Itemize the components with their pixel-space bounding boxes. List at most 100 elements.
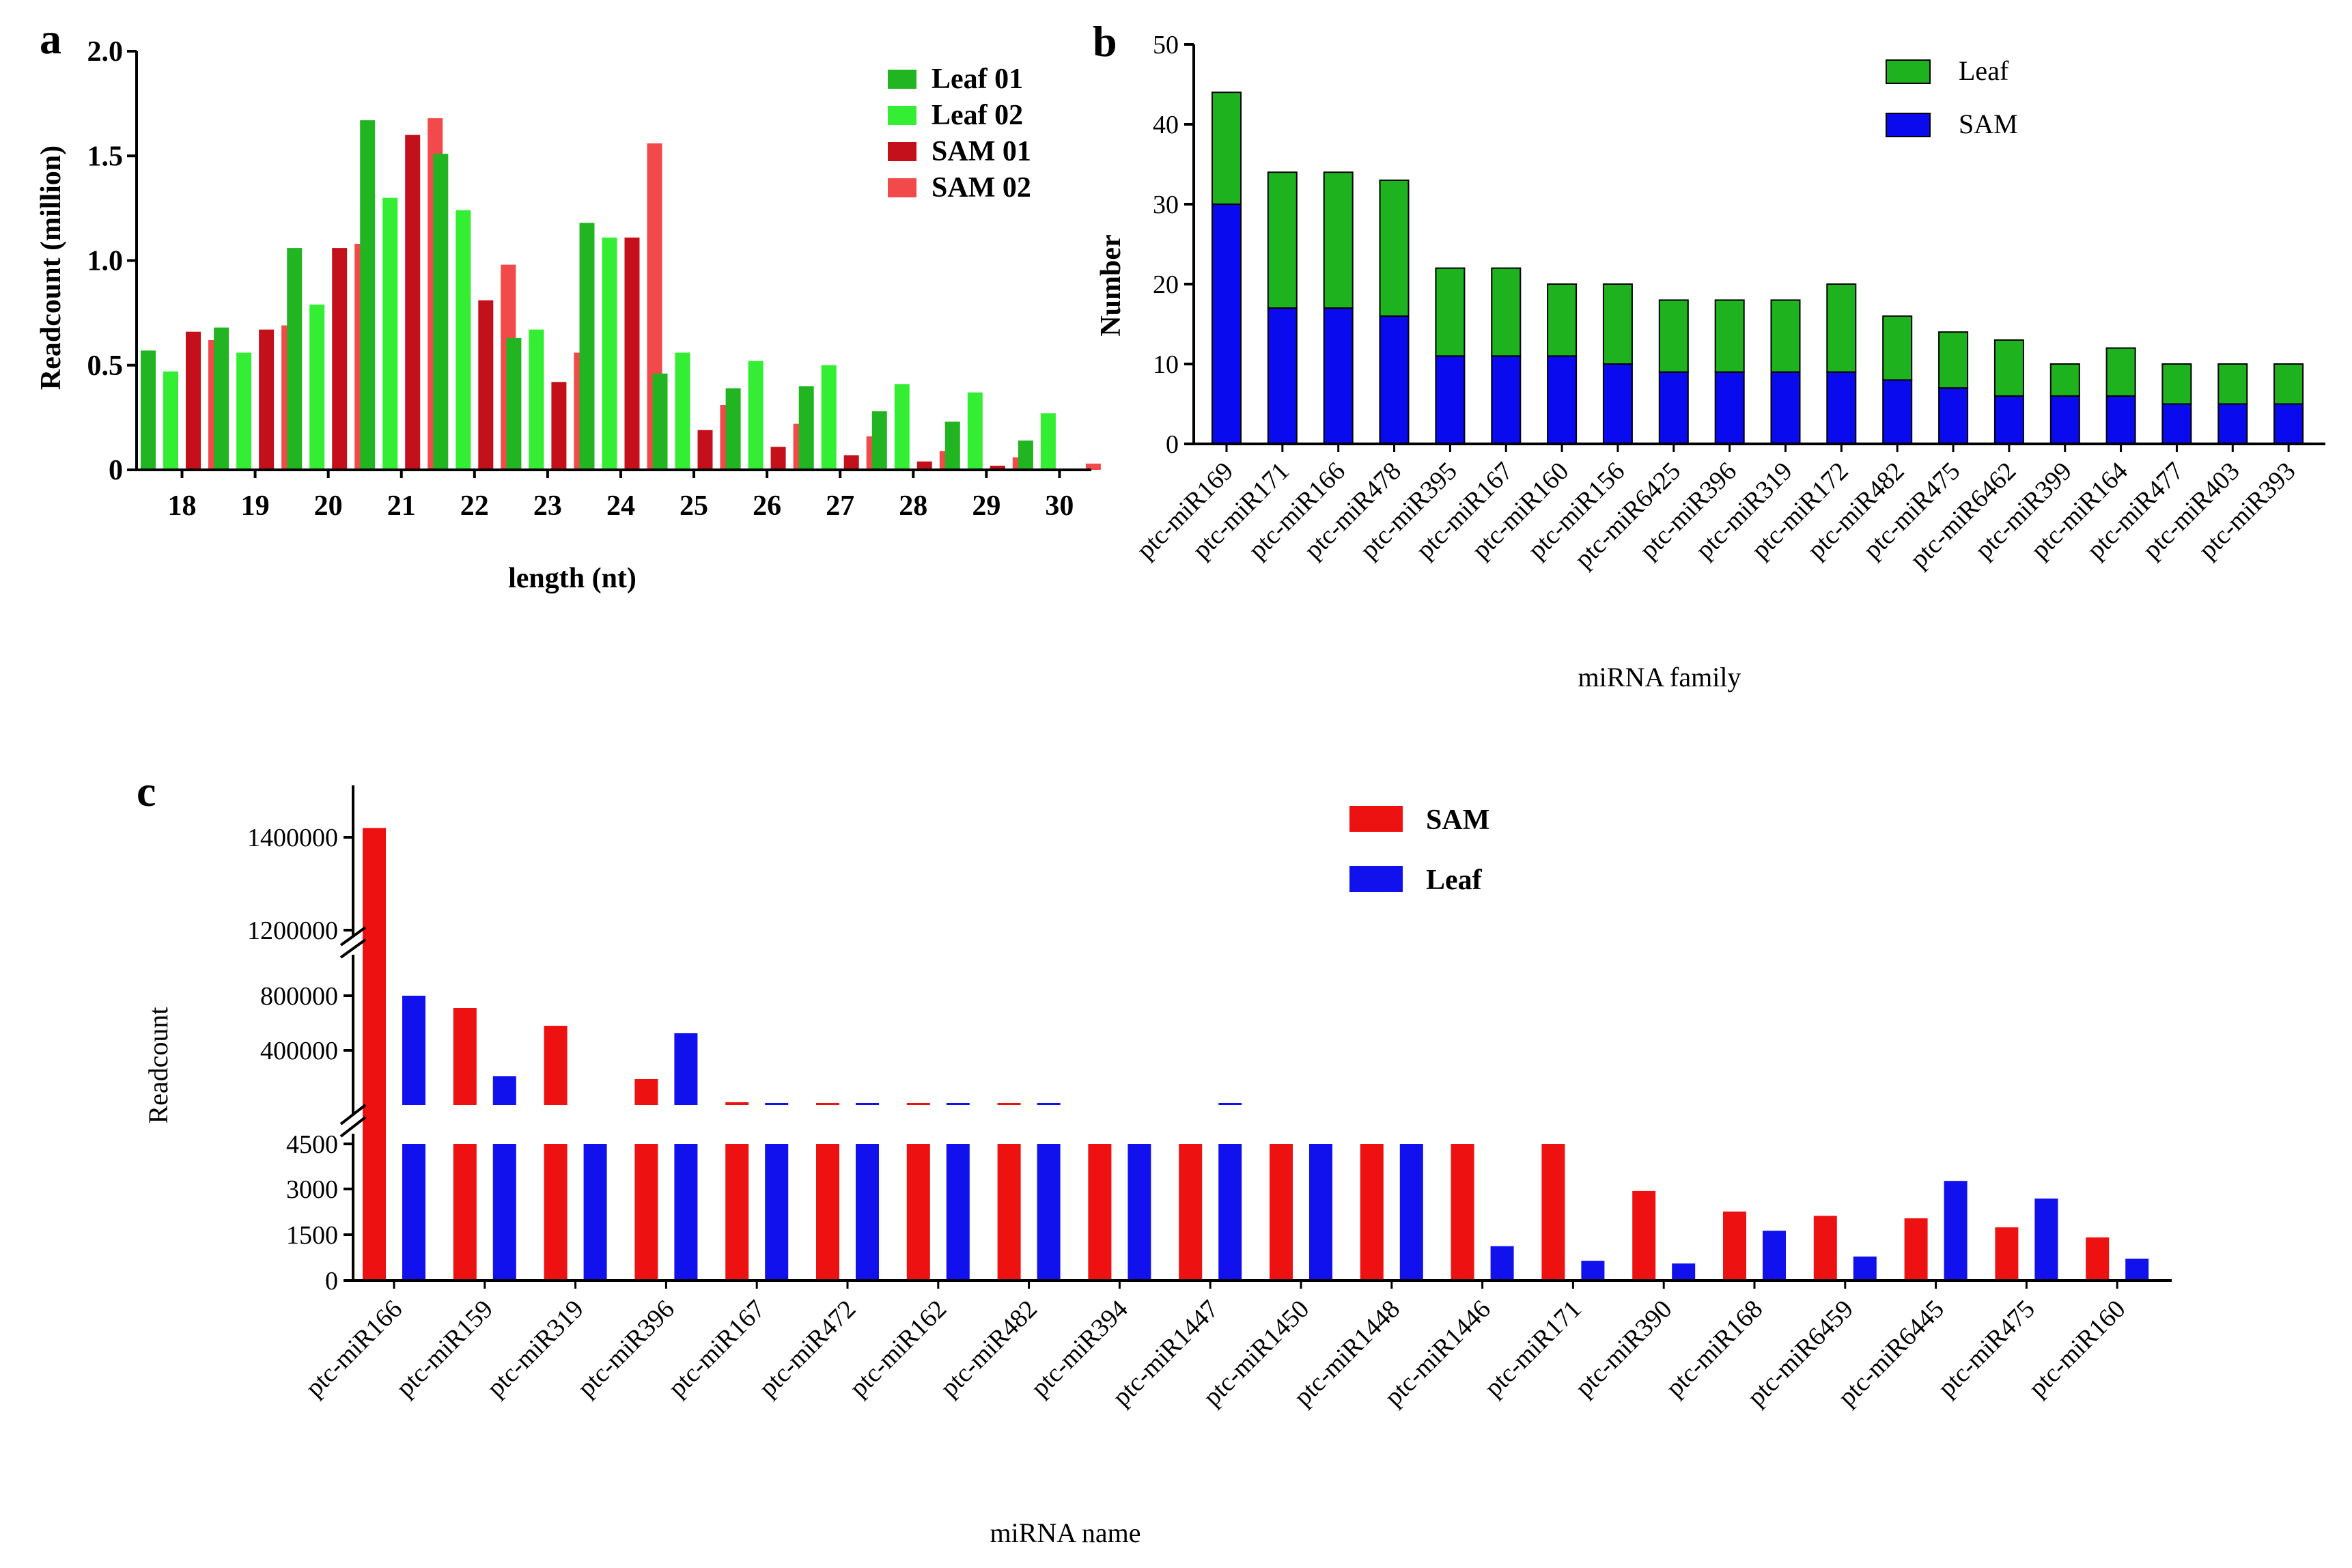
legend-label-a-leaf-01: Leaf 01	[932, 64, 1023, 95]
bar-c-sam-ptc-mir396-upper	[634, 1079, 658, 1105]
bar-a-sam-01-19	[259, 329, 275, 470]
bar-b-sam-ptc-mir164	[2105, 395, 2136, 445]
bar-b-leaf-ptc-mir477	[2161, 363, 2192, 405]
bar-c-leaf-ptc-mir167	[765, 1144, 789, 1280]
bar-a-leaf-01-21	[360, 120, 376, 470]
legend-label-b-sam: SAM	[1959, 109, 2018, 139]
chart-a-legend: Leaf 01 Leaf 02 SAM 01 SAM 02	[888, 64, 1031, 204]
chart-a-xlabel: length (nt)	[508, 563, 636, 594]
bar-b-leaf-ptc-mir396	[1714, 299, 1745, 373]
bar-a-leaf-02-27	[821, 365, 837, 471]
legend-swatch-a-sam-02	[888, 178, 916, 197]
bar-c-leaf-ptc-mir1447	[1218, 1144, 1242, 1280]
bar-c-leaf-ptc-mir159-upper	[492, 1076, 516, 1105]
bar-a-leaf-01-28	[871, 411, 887, 470]
bar-a-sam-01-28	[916, 461, 932, 470]
bar-c-sam-ptc-mir482	[997, 1144, 1021, 1280]
y-tick-label-a-1-5: 1.5	[87, 141, 124, 172]
bar-a-sam-01-26	[770, 447, 786, 470]
x-tick-label-c-ptc-mir160: ptc-miR160	[2023, 1295, 2131, 1403]
bar-c-sam-ptc-mir390	[1632, 1190, 1656, 1280]
bar-b-sam-ptc-mir396	[1714, 371, 1745, 445]
legend-swatch-b-leaf	[1886, 59, 1931, 84]
bar-a-sam-01-21	[405, 135, 421, 470]
legend-label-a-leaf-02: Leaf 02	[932, 100, 1023, 131]
bar-a-leaf-02-24	[602, 237, 617, 470]
bar-a-leaf-01-19	[214, 327, 229, 470]
y-tick-label-b-50: 50	[1153, 31, 1179, 59]
bar-c-sam-ptc-mir160	[2086, 1237, 2110, 1280]
y-tick-label-b-30: 30	[1153, 191, 1179, 219]
bar-c-leaf-ptc-mir6445	[1944, 1181, 1968, 1280]
bar-c-sam-ptc-mir1446	[1451, 1144, 1474, 1280]
chart-a-ylabel: Readcount (million)	[36, 145, 67, 390]
bar-c-sam-ptc-mir162-upper	[906, 1103, 930, 1105]
bar-c-leaf-ptc-mir472-upper	[856, 1103, 879, 1105]
bar-b-leaf-ptc-mir167	[1491, 267, 1522, 357]
bar-c-leaf-ptc-mir162-upper	[946, 1103, 970, 1105]
y-tick-label-b-0: 0	[1166, 430, 1179, 459]
bar-c-leaf-ptc-mir475	[2034, 1199, 2058, 1280]
bar-c-sam-ptc-mir167-upper	[725, 1102, 749, 1105]
bar-a-sam-01-22	[478, 300, 494, 470]
x-tick-label-a-22: 22	[460, 490, 489, 522]
bar-c-leaf-ptc-mir390	[1672, 1263, 1696, 1280]
bar-c-leaf-ptc-mir159	[492, 1144, 516, 1280]
x-tick-label-a-27: 27	[826, 490, 854, 522]
bar-c-sam-ptc-mir482-upper	[997, 1103, 1021, 1105]
bar-c-sam-ptc-mir166-bridge	[363, 930, 386, 996]
bar-b-sam-ptc-mir171	[1267, 307, 1298, 445]
chart-a-bars	[141, 118, 1101, 471]
x-tick-label-a-29: 29	[972, 490, 1000, 522]
chart-b-legend: Leaf SAM	[1886, 55, 2018, 139]
x-tick-label-c-ptc-mir390: ptc-miR390	[1569, 1295, 1677, 1403]
bar-c-sam-ptc-mir159	[453, 1144, 477, 1280]
bar-a-sam-01-27	[843, 455, 859, 470]
bar-b-leaf-ptc-mir403	[2217, 363, 2248, 405]
panel-c-letter: c	[137, 767, 156, 815]
bar-b-leaf-ptc-mir319	[1770, 299, 1801, 373]
bar-a-leaf-01-20	[287, 248, 303, 470]
bar-b-leaf-ptc-mir395	[1435, 267, 1466, 357]
axis-break-mark-c	[339, 938, 367, 959]
panel-a-letter: a	[40, 14, 61, 63]
bar-c-leaf-ptc-mir482	[1037, 1144, 1061, 1280]
bar-b-leaf-ptc-mir399	[2049, 363, 2080, 397]
y-tick-label-c-4500: 4500	[286, 1130, 338, 1159]
bar-c-leaf-ptc-mir1448	[1399, 1144, 1423, 1280]
chart-a: 18 19 20 21 22 23 24 25 26 27 28 29 3000.51.01.52.0 …	[36, 36, 1101, 594]
bar-b-leaf-ptc-mir156	[1602, 283, 1633, 365]
bar-c-leaf-ptc-mir482-upper	[1037, 1103, 1061, 1105]
bar-b-sam-ptc-mir395	[1435, 355, 1466, 445]
bar-c-sam-ptc-mir6459	[1813, 1216, 1837, 1280]
bar-b-leaf-ptc-mir171	[1267, 171, 1298, 309]
bar-a-leaf-01-25	[652, 374, 668, 470]
x-tick-label-a-26: 26	[753, 490, 781, 522]
panel-b-letter: b	[1093, 17, 1117, 66]
bar-c-sam-ptc-mir159-upper	[453, 1008, 477, 1105]
x-tick-label-a-25: 25	[680, 490, 708, 522]
bar-c-leaf-ptc-mir171	[1581, 1261, 1605, 1280]
bar-a-leaf-02-19	[236, 352, 252, 470]
bar-b-sam-ptc-mir403	[2217, 403, 2248, 445]
x-tick-label-a-19: 19	[241, 490, 270, 522]
legend-label-b-leaf: Leaf	[1959, 55, 2009, 86]
legend-label-c-sam: SAM	[1426, 804, 1489, 836]
x-tick-label-c-ptc-mir472: ptc-miR472	[753, 1295, 861, 1403]
bar-b-leaf-ptc-mir6462	[1993, 339, 2024, 397]
bar-a-leaf-02-18	[163, 371, 178, 470]
x-tick-label-c-ptc-mir167: ptc-miR167	[662, 1295, 770, 1403]
y-tick-label-a-2-0: 2.0	[87, 36, 124, 68]
bar-c-leaf-ptc-mir1446	[1490, 1246, 1514, 1280]
bar-a-sam-01-24	[624, 237, 640, 470]
bar-b-leaf-ptc-mir160	[1547, 283, 1578, 357]
x-tick-label-a-28: 28	[899, 490, 927, 522]
bar-b-leaf-ptc-mir169	[1212, 92, 1242, 205]
bar-a-sam-01-29	[990, 465, 1005, 470]
bar-b-sam-ptc-mir399	[2049, 395, 2080, 445]
bar-c-leaf-ptc-mir319	[583, 1144, 607, 1280]
legend-swatch-b-sam	[1886, 113, 1931, 137]
bar-b-sam-ptc-mir6425	[1658, 371, 1689, 445]
bar-a-leaf-02-25	[675, 352, 690, 470]
x-tick-label-c-ptc-mir162: ptc-miR162	[844, 1295, 952, 1403]
